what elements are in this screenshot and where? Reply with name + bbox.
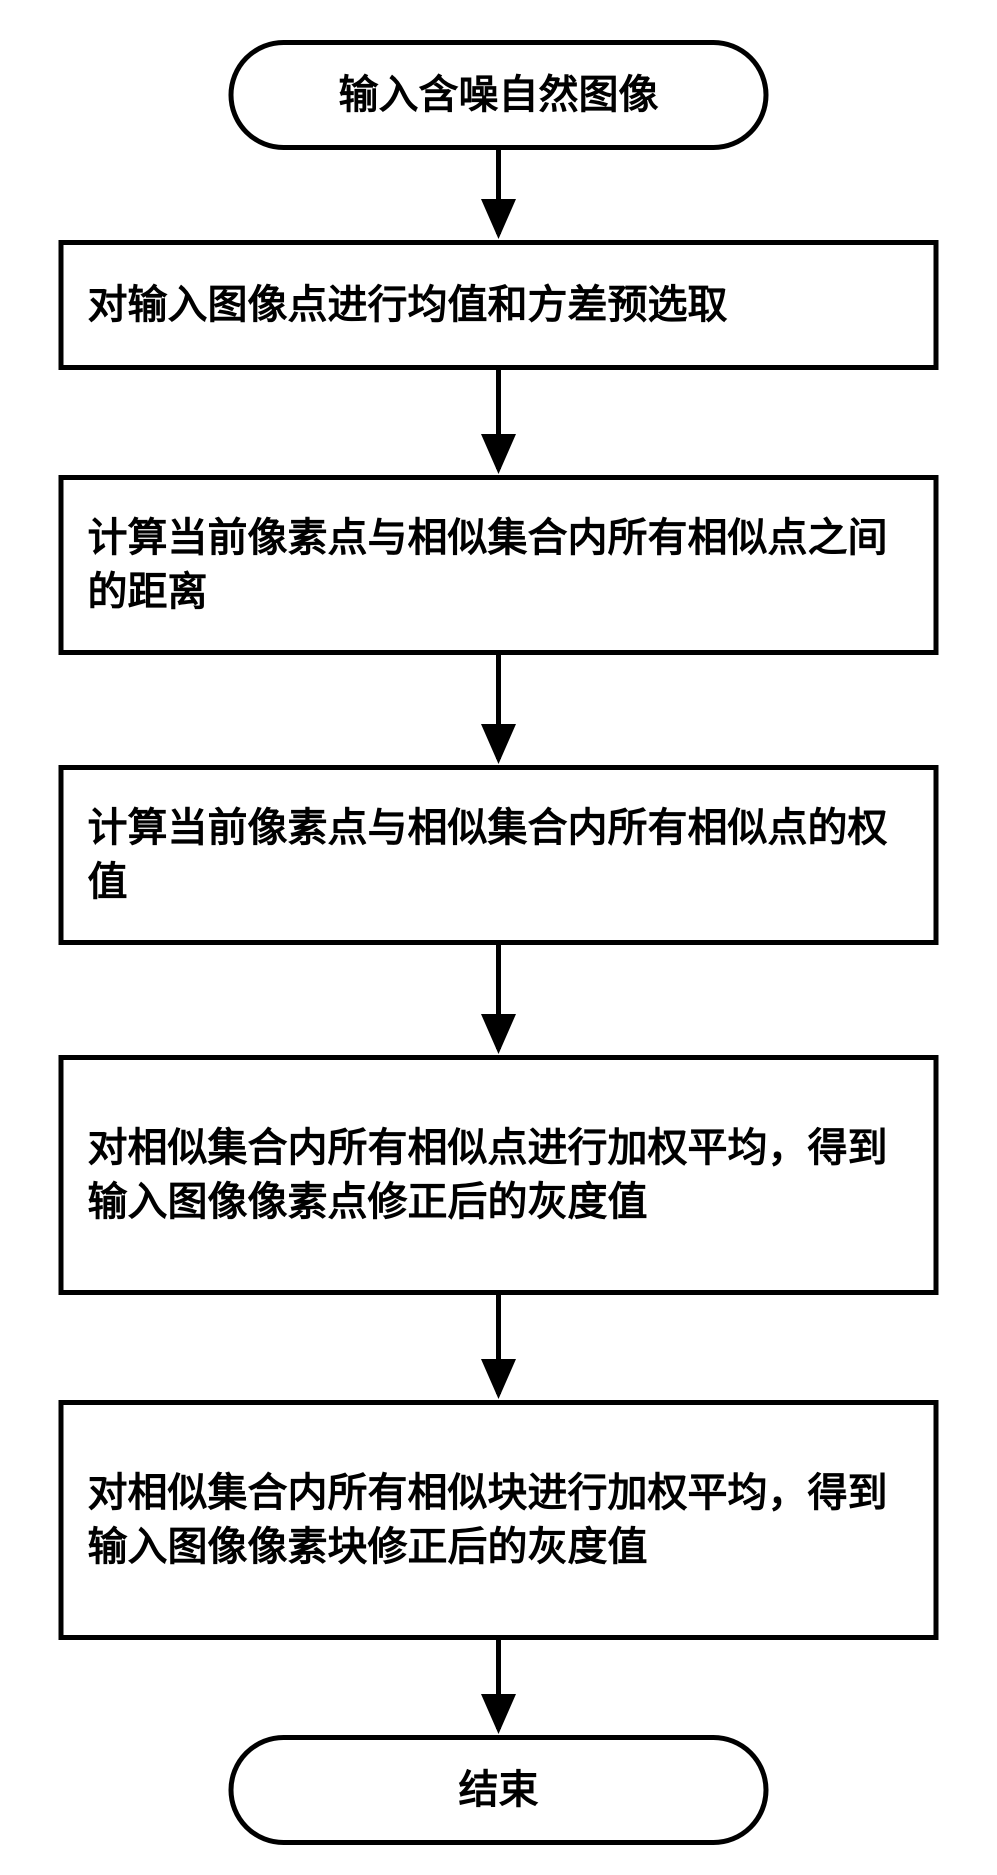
flowchart-canvas: 输入含噪自然图像 对输入图像点进行均值和方差预选取 计算当前像素点与相似集合内所… (0, 0, 997, 1875)
flow-node-label: 对输入图像点进行均值和方差预选取 (88, 278, 910, 332)
flow-node-step1: 对输入图像点进行均值和方差预选取 (59, 240, 939, 370)
flow-node-step5: 对相似集合内所有相似块进行加权平均，得到输入图像像素块修正后的灰度值 (59, 1400, 939, 1640)
flow-node-label: 输入含噪自然图像 (339, 68, 659, 122)
flow-node-end: 结束 (229, 1735, 769, 1845)
flow-node-step4: 对相似集合内所有相似点进行加权平均，得到输入图像像素点修正后的灰度值 (59, 1055, 939, 1295)
flow-node-label: 对相似集合内所有相似点进行加权平均，得到输入图像像素点修正后的灰度值 (88, 1121, 910, 1229)
flow-node-label: 结束 (459, 1763, 539, 1817)
flow-node-step2: 计算当前像素点与相似集合内所有相似点之间的距离 (59, 475, 939, 655)
flow-node-label: 对相似集合内所有相似块进行加权平均，得到输入图像像素块修正后的灰度值 (88, 1466, 910, 1574)
flow-node-start: 输入含噪自然图像 (229, 40, 769, 150)
flow-node-step3: 计算当前像素点与相似集合内所有相似点的权值 (59, 765, 939, 945)
flow-node-label: 计算当前像素点与相似集合内所有相似点的权值 (88, 801, 910, 909)
flow-node-label: 计算当前像素点与相似集合内所有相似点之间的距离 (88, 511, 910, 619)
